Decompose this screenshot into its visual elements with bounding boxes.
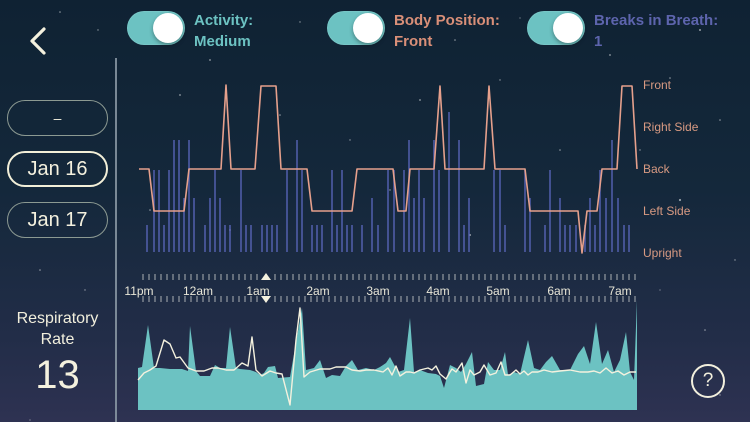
activity-value: Medium <box>194 33 251 50</box>
respiratory-rate-value: 13 <box>35 353 80 397</box>
date-button-empty[interactable]: – <box>7 100 108 136</box>
time-label-4am: 4am <box>426 284 450 298</box>
breaks-in-breath-bars <box>146 112 630 252</box>
scrubber-up-arrow-icon <box>261 273 271 280</box>
help-button[interactable]: ? <box>691 364 725 398</box>
time-label-6am: 6am <box>547 284 571 298</box>
body-position-value: Front <box>394 33 433 50</box>
rr-label-line1: Respiratory <box>16 310 99 327</box>
activity-label: Activity: Medium <box>194 10 253 52</box>
breaks-in-breath-value: 1 <box>594 33 603 50</box>
time-label-3am: 3am <box>366 284 390 298</box>
body-position-toggle[interactable] <box>327 11 385 45</box>
time-label-12am: 12am <box>182 284 214 298</box>
time-label-11pm: 11pm <box>124 284 154 298</box>
date-label: Jan 16 <box>27 157 88 180</box>
date-label: Jan 17 <box>27 208 88 231</box>
breaks-in-breath-label: Breaks in Breath: 1 <box>594 10 718 52</box>
activity-area <box>138 300 637 410</box>
toggle-knob <box>153 13 183 43</box>
question-mark-icon: ? <box>702 370 714 391</box>
rr-label-line2: Rate <box>40 331 75 348</box>
y-label-upright: Upright <box>643 246 682 260</box>
time-label-5am: 5am <box>486 284 510 298</box>
date-button-jan-16[interactable]: Jan 16 <box>7 151 108 187</box>
y-label-front: Front <box>643 78 672 92</box>
time-label-2am: 2am <box>306 284 330 298</box>
y-label-left-side: Left Side <box>643 204 691 218</box>
breaks-in-breath-toggle[interactable] <box>527 11 585 45</box>
body-position-toggle-group: Body Position: Front <box>327 11 500 52</box>
sidebar-divider <box>115 58 117 422</box>
y-label-back: Back <box>643 162 670 176</box>
date-label: – <box>53 110 62 126</box>
toggle-knob <box>553 13 583 43</box>
time-label-1am: 1am <box>246 284 270 298</box>
toggle-knob <box>353 13 383 43</box>
respiratory-rate-label: Respiratory Rate <box>0 308 115 350</box>
body-position-line <box>139 84 638 254</box>
scrubber-down-arrow-icon <box>261 296 271 303</box>
breaks-in-breath-toggle-group: Breaks in Breath: 1 <box>527 11 718 52</box>
body-position-label: Body Position: Front <box>394 10 500 52</box>
y-label-right-side: Right Side <box>643 120 699 134</box>
activity-toggle-group: Activity: Medium <box>127 11 253 52</box>
chevron-left-icon <box>30 27 46 55</box>
breaks-in-breath-title: Breaks in Breath: <box>594 12 719 29</box>
respiratory-rate-line <box>137 307 636 406</box>
back-button[interactable] <box>22 24 56 58</box>
activity-title: Activity: <box>194 12 254 29</box>
body-position-title: Body Position: <box>394 12 500 29</box>
activity-toggle[interactable] <box>127 11 185 45</box>
date-button-jan-17[interactable]: Jan 17 <box>7 202 108 238</box>
time-label-7am: 7am <box>608 284 632 298</box>
